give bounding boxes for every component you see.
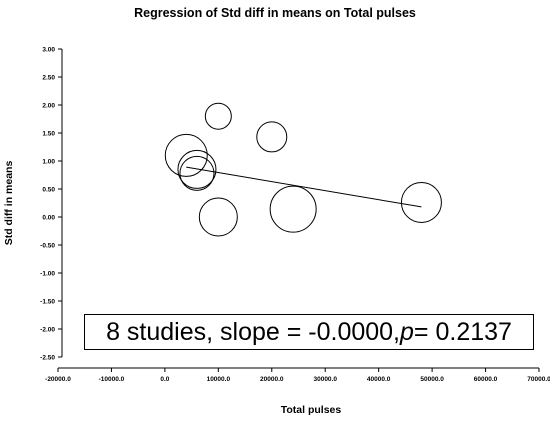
chart-title: Regression of Std diff in means on Total… [134, 6, 416, 20]
y-tick-label: -2.50 [40, 354, 55, 361]
study-point [256, 121, 288, 153]
y-tick-label: 1.50 [42, 130, 55, 137]
y-tick-label: -2.00 [40, 326, 55, 333]
study-point [177, 149, 217, 189]
study-point [269, 185, 317, 233]
regression-stats-box: 8 studies, slope = -0.0000, p = 0.2137 [84, 314, 534, 350]
y-tick-label: 2.00 [42, 102, 55, 109]
y-tick-label: 2.50 [42, 74, 55, 81]
regression-line [186, 166, 422, 208]
study-point [198, 197, 238, 237]
stats-suffix: = 0.2137 [413, 317, 512, 346]
study-point [204, 102, 232, 130]
x-tick-label: 0.0 [160, 376, 169, 383]
x-tick-label: 50000.0 [420, 376, 444, 383]
x-tick-label: 40000.0 [367, 376, 391, 383]
axes-layer: 3.00 2.50 2.00 1.50 1.00 0.50 0.00 -0.50 -1.00 -1… [40, 46, 550, 383]
y-tick-label: -1.50 [40, 298, 55, 305]
study-point [179, 155, 215, 191]
study-point [400, 181, 442, 223]
x-tick-label: -20000.0 [45, 376, 71, 383]
marks-layer [164, 102, 442, 237]
stats-prefix: 8 studies, slope = -0.0000, [106, 317, 401, 346]
y-axis-title: Std diff in means [3, 161, 15, 246]
x-axis-title: Total pulses [281, 404, 342, 416]
x-tick-label: 10000.0 [207, 376, 231, 383]
p-symbol: p [400, 317, 414, 346]
x-tick-label: 30000.0 [313, 376, 337, 383]
y-tick-label: 3.00 [42, 46, 55, 53]
y-tick-label: 1.00 [42, 158, 55, 165]
y-tick-label: -1.00 [40, 270, 55, 277]
x-tick-label: -10000.0 [99, 376, 125, 383]
x-tick-label: 20000.0 [260, 376, 284, 383]
y-tick-label: -0.50 [40, 242, 55, 249]
y-tick-label: 0.50 [42, 186, 55, 193]
x-tick-label: 70000.0 [527, 376, 550, 383]
y-tick-label: 0.00 [42, 214, 55, 221]
study-point [164, 133, 208, 177]
x-tick-label: 60000.0 [474, 376, 498, 383]
